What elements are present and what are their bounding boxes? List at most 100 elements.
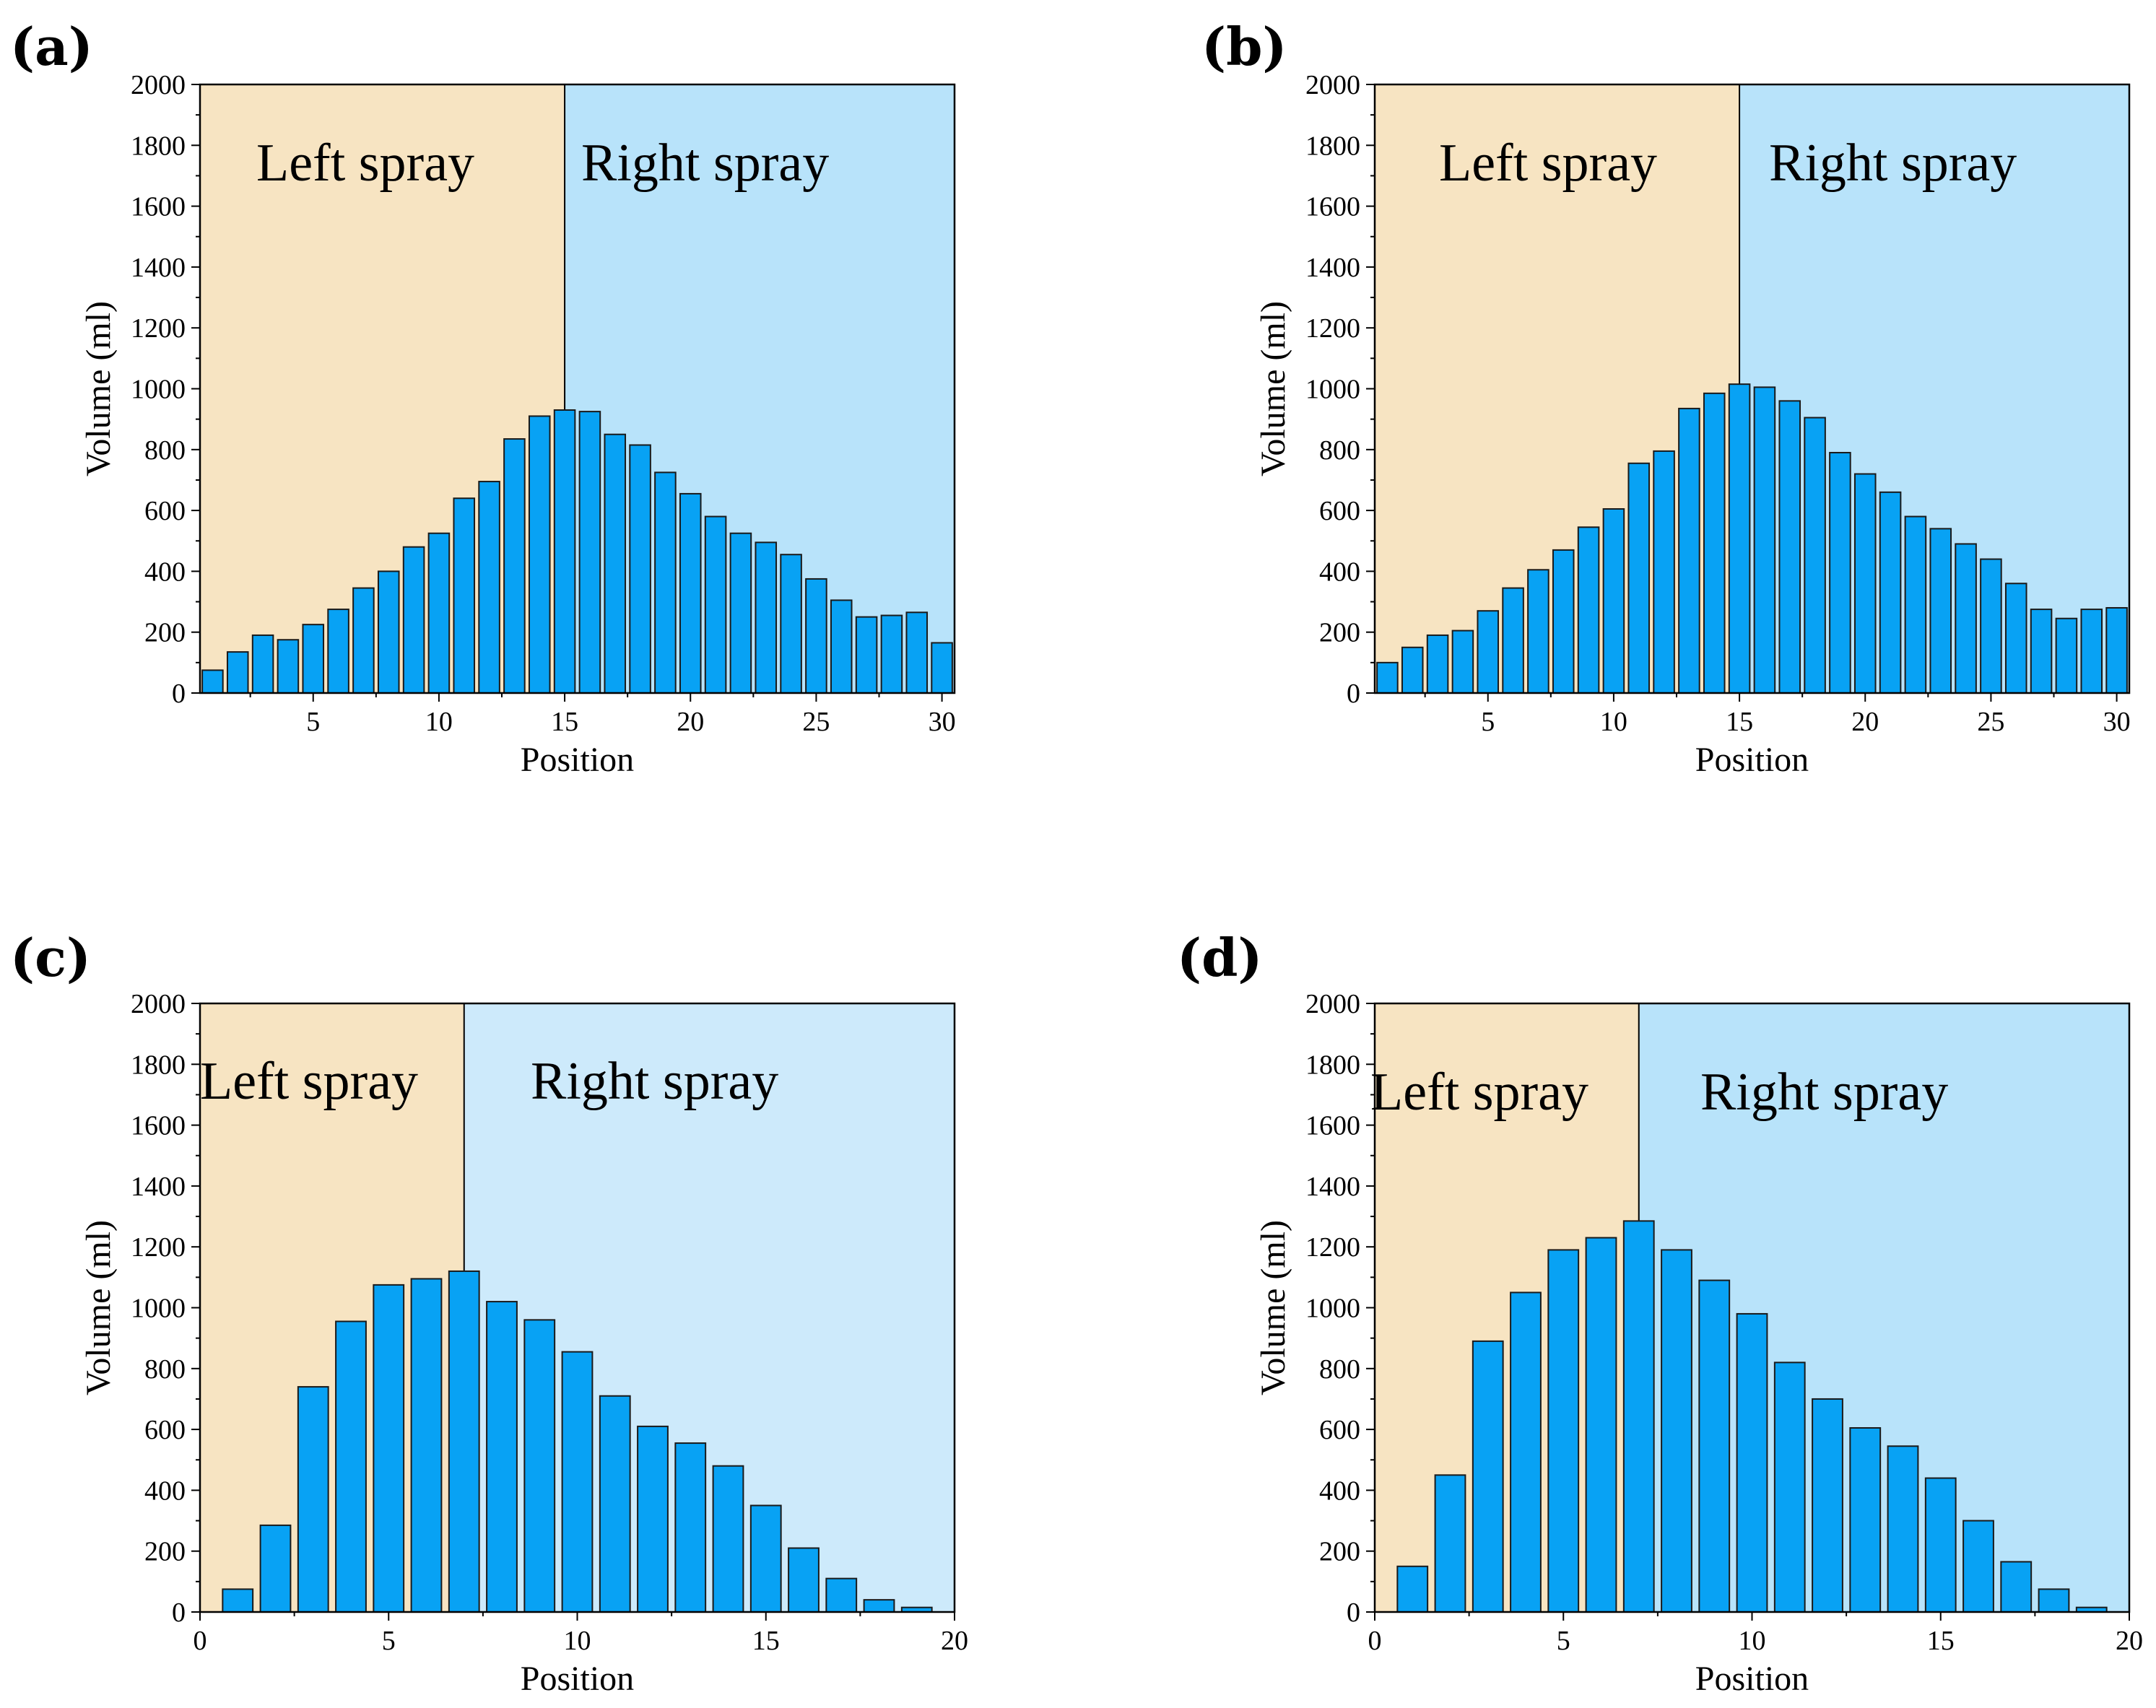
y-tick-label: 200 — [144, 1537, 186, 1567]
y-tick-label: 1600 — [131, 192, 186, 222]
y-tick-label: 1400 — [131, 1172, 186, 1202]
bar — [578, 411, 601, 694]
bar — [788, 1547, 820, 1613]
left-spray-label: Left spray — [1370, 1063, 1588, 1122]
bar — [1426, 634, 1449, 694]
bar — [1661, 1249, 1692, 1613]
chart-panel-d: Left spray Right spray0200400600800100012… — [1177, 927, 2143, 1698]
bar — [1962, 1520, 1994, 1613]
y-tick-label: 400 — [144, 557, 186, 587]
bar — [226, 651, 249, 694]
bar — [2105, 606, 2128, 694]
bar — [1434, 1474, 1466, 1613]
y-tick-label: 600 — [1319, 1415, 1360, 1445]
bar — [1627, 462, 1651, 694]
bar — [523, 1319, 556, 1613]
chart-panel-b: Left spray Right spray 0 200 400 600 800 1000 12… — [1201, 16, 2131, 779]
x-tick-label: 5 — [306, 707, 320, 737]
bar — [1924, 1477, 1957, 1613]
y-tick-label: 200 — [1319, 618, 1360, 648]
bar — [478, 481, 500, 694]
bar — [302, 624, 325, 694]
right-spray-label: Right spray — [1769, 134, 2017, 193]
bar — [1773, 1361, 1806, 1613]
y-tick-label: 1400 — [1305, 253, 1360, 283]
y-tick-label: 0 — [172, 1598, 186, 1628]
bar — [1887, 1445, 1919, 1613]
bar — [503, 438, 526, 694]
bar — [1401, 646, 1424, 694]
y-tick-label: 1800 — [131, 1050, 186, 1080]
bar — [1728, 383, 1751, 694]
bar — [2000, 1561, 2033, 1613]
y-tick-label: 0 — [172, 679, 186, 709]
y-tick-label: 1800 — [131, 131, 186, 161]
bar — [1698, 1279, 1731, 1613]
bar — [402, 546, 425, 694]
bar — [373, 1284, 405, 1613]
bar — [1527, 569, 1549, 694]
bar — [674, 1442, 707, 1613]
bar — [1678, 407, 1700, 694]
x-tick-label: 10 — [564, 1626, 591, 1656]
bar — [880, 614, 903, 694]
bar — [335, 1320, 367, 1613]
y-tick-label: 1400 — [1305, 1172, 1360, 1202]
bar — [1602, 507, 1625, 694]
x-tick-label: 30 — [2103, 707, 2131, 737]
y-tick-label: 1000 — [131, 375, 186, 405]
x-tick-label: 25 — [1977, 707, 2004, 737]
bar — [1376, 661, 1399, 694]
bar — [629, 444, 651, 694]
panel-label: (d) — [1177, 927, 1262, 988]
bar — [427, 532, 451, 694]
bar — [825, 1577, 858, 1613]
y-tick-label: 1000 — [131, 1294, 186, 1324]
x-tick-label: 10 — [1600, 707, 1627, 737]
x-tick-label: 15 — [551, 707, 578, 737]
right-spray-label: Right spray — [1700, 1063, 1948, 1122]
y-tick-label: 1000 — [1305, 375, 1360, 405]
bar — [1477, 610, 1500, 694]
y-tick-label: 400 — [1319, 557, 1360, 587]
panel-label: (c) — [10, 927, 91, 988]
x-tick-label: 25 — [802, 707, 830, 737]
chart-panel-a: Left spray Right spray 0 200 400 600 800 1000 12… — [10, 16, 956, 779]
bar — [352, 587, 375, 694]
y-tick-label: 1200 — [131, 1232, 186, 1263]
x-tick-label: 5 — [382, 1626, 396, 1656]
bar — [1955, 543, 1977, 694]
bar — [712, 1465, 744, 1613]
y-tick-label: 1200 — [1305, 1232, 1360, 1263]
left-spray-label: Left spray — [1439, 134, 1657, 193]
bar — [1622, 1220, 1655, 1613]
x-axis-title: Position — [1695, 741, 1809, 779]
bar — [637, 1425, 669, 1613]
bar — [1552, 549, 1575, 694]
x-tick-label: 15 — [752, 1626, 780, 1656]
bar — [2055, 617, 2078, 694]
bar — [830, 599, 853, 694]
bar — [1502, 587, 1524, 694]
y-tick-label: 2000 — [1305, 70, 1360, 100]
y-tick-label: 1200 — [1305, 313, 1360, 344]
x-axis-title: Position — [521, 1660, 634, 1698]
x-tick-label: 5 — [1481, 707, 1495, 737]
x-tick-label: 15 — [1726, 707, 1753, 737]
bar — [327, 609, 349, 694]
y-axis-title: Volume (ml) — [79, 301, 118, 476]
bar — [222, 1588, 254, 1613]
x-axis-title: Position — [521, 741, 634, 779]
x-tick-label: 30 — [929, 707, 956, 737]
y-tick-label: 1800 — [1305, 131, 1360, 161]
bar — [863, 1599, 895, 1613]
bar — [1829, 452, 1851, 694]
y-tick-label: 2000 — [1305, 989, 1360, 1019]
bar — [251, 634, 274, 694]
bar — [201, 669, 224, 694]
bar — [931, 642, 953, 694]
y-tick-label: 400 — [144, 1476, 186, 1506]
y-tick-label: 200 — [144, 618, 186, 648]
bar — [2030, 609, 2053, 694]
bar — [1451, 629, 1474, 694]
